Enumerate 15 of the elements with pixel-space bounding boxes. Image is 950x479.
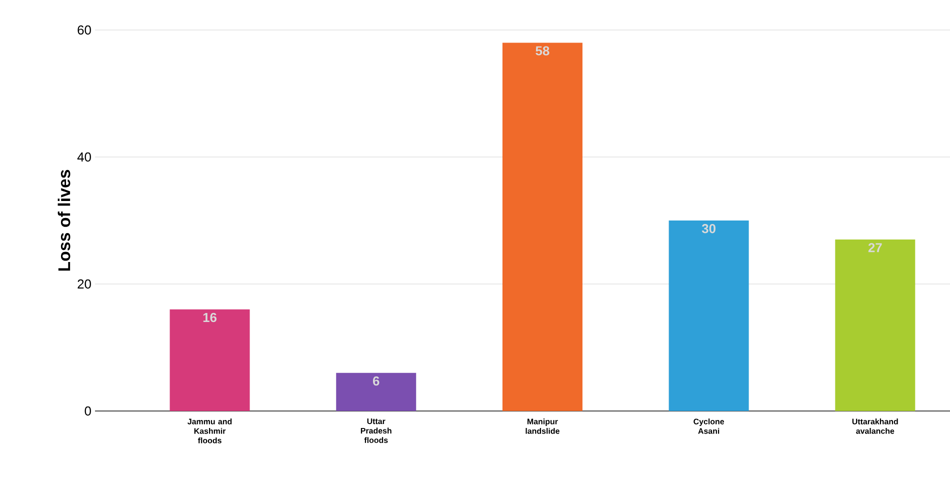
data-label: 30 — [702, 224, 716, 234]
y-tick-label: 20 — [78, 279, 91, 289]
data-label: 6 — [372, 376, 380, 386]
data-label: 27 — [868, 243, 882, 252]
bar — [336, 372, 416, 411]
data-label: 16 — [203, 312, 217, 322]
bar — [502, 42, 582, 411]
y-axis-title: Loss of lives — [58, 170, 70, 271]
y-tick-label: 40 — [77, 152, 91, 162]
bar — [170, 309, 250, 411]
bar — [835, 240, 916, 411]
data-label: 58 — [536, 46, 550, 56]
y-tick-label: 60 — [78, 25, 91, 35]
bar — [668, 220, 749, 411]
y-tick-label: 0 — [84, 406, 91, 416]
